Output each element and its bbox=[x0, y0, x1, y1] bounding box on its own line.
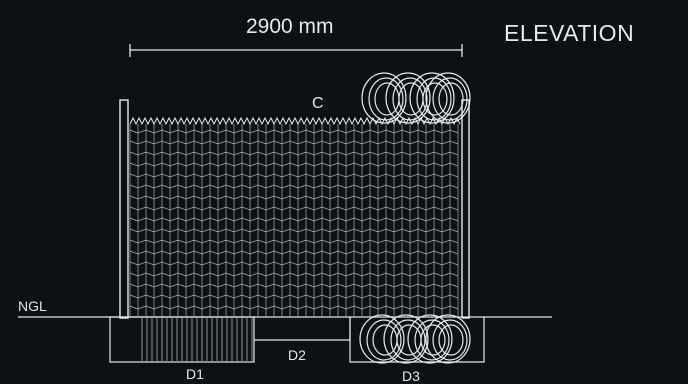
label-d2: D2 bbox=[288, 347, 306, 363]
footings bbox=[109, 316, 485, 363]
left-post bbox=[119, 99, 129, 319]
mesh-panel bbox=[129, 124, 459, 316]
spiked-top-edge bbox=[129, 116, 461, 126]
dimension-label: 2900 mm bbox=[246, 15, 334, 38]
footing-d1-hatch bbox=[141, 318, 253, 361]
drawing-title: ELEVATION bbox=[504, 20, 635, 46]
label-ngl: NGL bbox=[18, 298, 47, 314]
label-c: C bbox=[312, 95, 324, 112]
right-post bbox=[461, 99, 470, 319]
trench-d2 bbox=[254, 317, 351, 341]
trench-d3 bbox=[349, 317, 485, 363]
label-d3: D3 bbox=[402, 368, 420, 384]
razor-wire-coil-top bbox=[361, 72, 471, 124]
label-d1: D1 bbox=[186, 366, 204, 382]
dimension-line bbox=[129, 44, 463, 57]
razor-wire-coil-bottom bbox=[359, 314, 471, 364]
fence-posts bbox=[119, 99, 470, 319]
